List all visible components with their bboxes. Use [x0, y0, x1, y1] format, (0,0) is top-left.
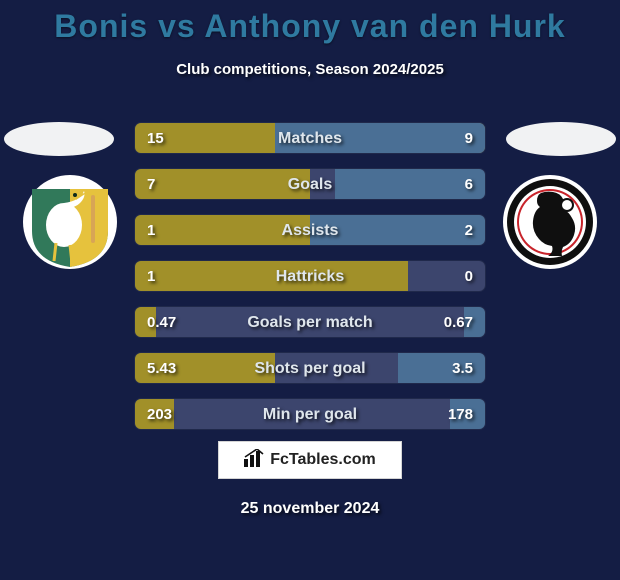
ellipse-right [506, 122, 616, 156]
crest-left [20, 175, 120, 270]
stat-row: 12Assists [134, 214, 486, 246]
brand-box[interactable]: FcTables.com [218, 441, 402, 479]
stat-label: Goals [135, 169, 485, 200]
stat-row: 203178Min per goal [134, 398, 486, 430]
stat-label: Matches [135, 123, 485, 154]
stat-bars: 159Matches 76Goals 12Assists 10Hattricks 0.4… [134, 122, 486, 444]
stat-row: 159Matches [134, 122, 486, 154]
chart-icon [244, 449, 266, 472]
stat-label: Shots per goal [135, 353, 485, 384]
date-text: 25 november 2024 [0, 500, 620, 518]
stat-row: 5.433.5Shots per goal [134, 352, 486, 384]
stat-label: Goals per match [135, 307, 485, 338]
stat-label: Min per goal [135, 399, 485, 430]
stat-row: 0.470.67Goals per match [134, 306, 486, 338]
crest-right [500, 175, 600, 270]
ellipse-left [4, 122, 114, 156]
stat-row: 10Hattricks [134, 260, 486, 292]
stat-label: Assists [135, 215, 485, 246]
stat-row: 76Goals [134, 168, 486, 200]
comparison-infographic: Bonis vs Anthony van den Hurk Club compe… [0, 0, 620, 580]
page-subtitle: Club competitions, Season 2024/2025 [0, 61, 620, 78]
brand-text: FcTables.com [270, 451, 376, 469]
page-title: Bonis vs Anthony van den Hurk [0, 0, 620, 45]
stat-label: Hattricks [135, 261, 485, 292]
